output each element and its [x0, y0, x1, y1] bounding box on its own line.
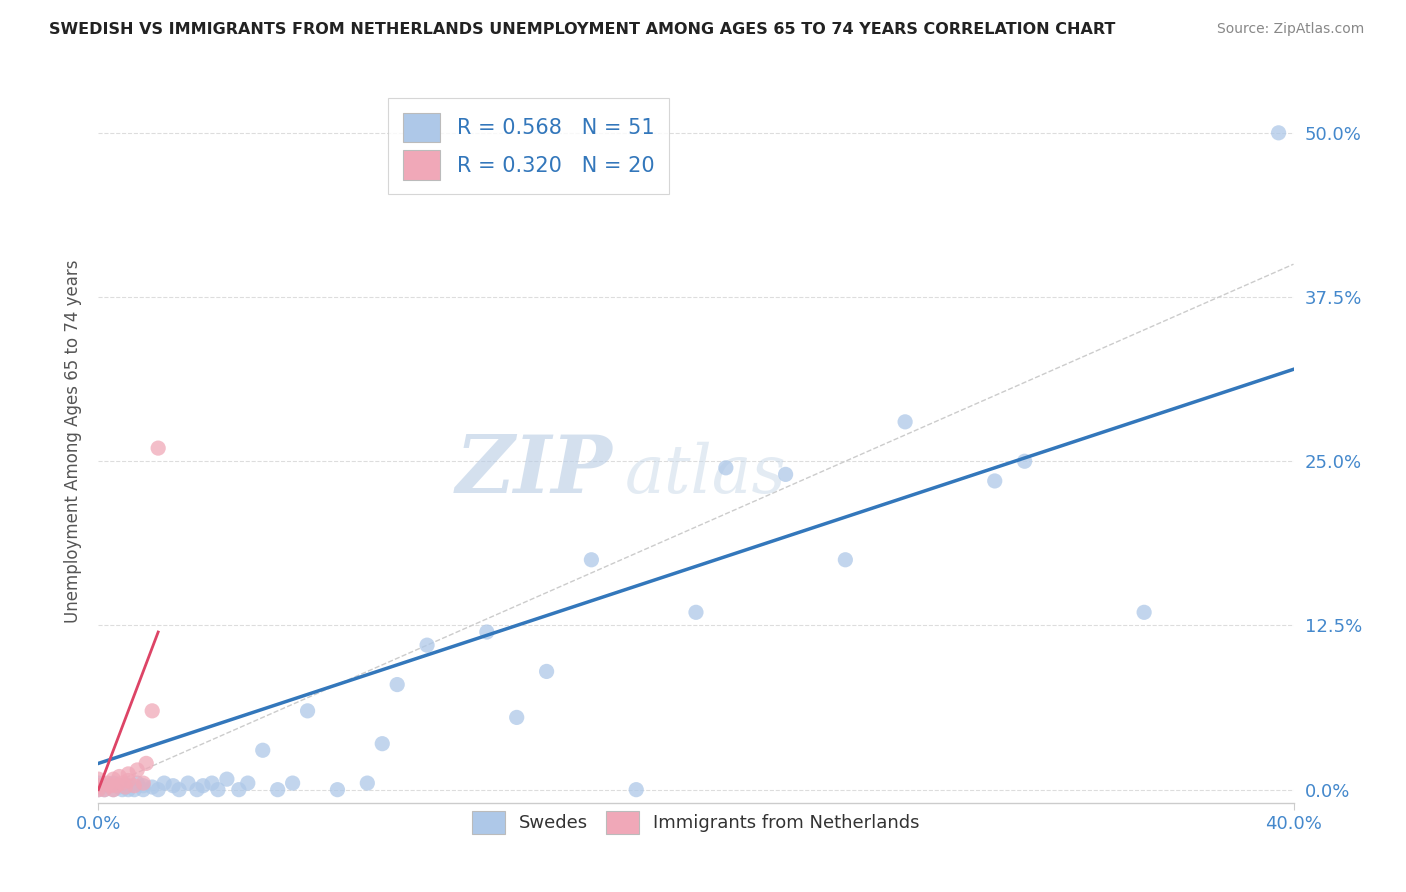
Point — [148, 441, 170, 455]
Point — [475, 625, 498, 640]
Point — [135, 756, 157, 771]
Point — [536, 665, 558, 679]
Point — [103, 772, 125, 786]
Point — [87, 772, 110, 786]
Point — [117, 782, 139, 797]
Point — [167, 782, 190, 797]
Point — [117, 779, 139, 793]
Point — [103, 776, 125, 790]
Point — [356, 776, 378, 790]
Point — [87, 782, 110, 797]
Point — [714, 460, 737, 475]
Point — [87, 782, 110, 797]
Point — [581, 553, 603, 567]
Point — [108, 770, 131, 784]
Point — [177, 776, 200, 790]
Point — [108, 780, 131, 794]
Point — [201, 776, 224, 790]
Point — [215, 772, 238, 786]
Text: ZIP: ZIP — [456, 432, 613, 509]
Point — [117, 773, 139, 788]
Point — [1014, 454, 1036, 468]
Point — [148, 782, 170, 797]
Point — [775, 467, 797, 482]
Point — [153, 776, 176, 790]
Point — [228, 782, 250, 797]
Point — [117, 767, 139, 781]
Point — [96, 779, 118, 793]
Point — [267, 782, 290, 797]
Point — [132, 779, 155, 793]
Point — [326, 782, 349, 797]
Point — [207, 782, 229, 797]
Point — [124, 782, 146, 797]
Point — [236, 776, 259, 790]
Point — [111, 776, 134, 790]
Point — [103, 782, 125, 797]
Text: Source: ZipAtlas.com: Source: ZipAtlas.com — [1216, 22, 1364, 37]
Point — [191, 779, 214, 793]
Point — [114, 780, 136, 794]
Point — [93, 782, 115, 797]
Point — [114, 777, 136, 791]
Point — [371, 737, 394, 751]
Point — [141, 780, 163, 794]
Point — [127, 763, 149, 777]
Y-axis label: Unemployment Among Ages 65 to 74 years: Unemployment Among Ages 65 to 74 years — [63, 260, 82, 624]
Point — [111, 782, 134, 797]
Point — [252, 743, 274, 757]
Point — [132, 776, 155, 790]
Point — [1133, 605, 1156, 619]
Point — [162, 779, 184, 793]
Point — [93, 782, 115, 797]
Point — [626, 782, 648, 797]
Point — [87, 776, 110, 790]
Point — [87, 779, 110, 793]
Text: atlas: atlas — [624, 442, 786, 507]
Point — [103, 782, 125, 797]
Point — [98, 779, 122, 793]
Point — [297, 704, 319, 718]
Point — [894, 415, 917, 429]
Point — [105, 779, 128, 793]
Point — [834, 553, 856, 567]
Point — [506, 710, 529, 724]
Point — [1267, 126, 1289, 140]
Point — [96, 776, 118, 790]
Point — [141, 704, 163, 718]
Point — [416, 638, 439, 652]
Point — [984, 474, 1007, 488]
Point — [127, 776, 149, 790]
Text: SWEDISH VS IMMIGRANTS FROM NETHERLANDS UNEMPLOYMENT AMONG AGES 65 TO 74 YEARS CO: SWEDISH VS IMMIGRANTS FROM NETHERLANDS U… — [49, 22, 1115, 37]
Point — [132, 782, 155, 797]
Point — [385, 677, 409, 691]
Legend: Swedes, Immigrants from Netherlands: Swedes, Immigrants from Netherlands — [465, 805, 927, 841]
Point — [186, 782, 208, 797]
Point — [685, 605, 707, 619]
Point — [124, 779, 146, 793]
Point — [281, 776, 304, 790]
